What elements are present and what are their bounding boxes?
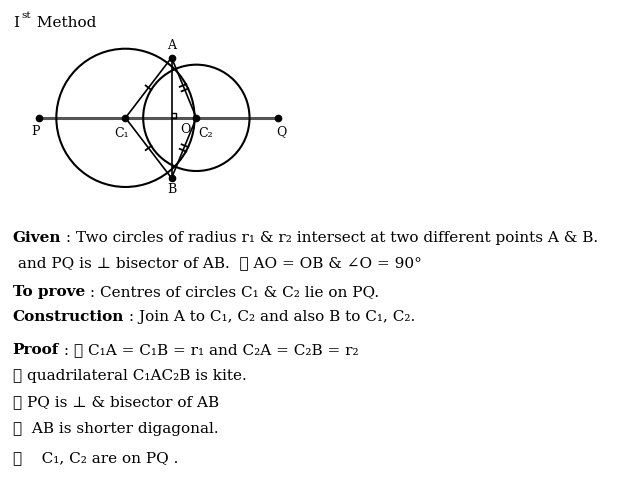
Text: I: I xyxy=(13,16,18,30)
Text: st: st xyxy=(21,11,30,20)
Text: O: O xyxy=(180,123,191,136)
Text: ∴    C₁, C₂ are on PQ .: ∴ C₁, C₂ are on PQ . xyxy=(13,451,178,465)
Text: Method: Method xyxy=(32,16,96,30)
Text: ∴ quadrilateral C₁AC₂B is kite.: ∴ quadrilateral C₁AC₂B is kite. xyxy=(13,369,246,383)
Text: A: A xyxy=(167,39,176,52)
Text: C₁: C₁ xyxy=(115,127,129,140)
Text: : ∷ C₁A = C₁B = r₁ and C₂A = C₂B = r₂: : ∷ C₁A = C₁B = r₁ and C₂A = C₂B = r₂ xyxy=(59,343,359,357)
Text: ∴  AB is shorter digagonal.: ∴ AB is shorter digagonal. xyxy=(13,422,218,436)
Text: C₂: C₂ xyxy=(198,127,213,140)
Text: and PQ is ⊥ bisector of AB.  ∴ AO = OB & ∠O = 90°: and PQ is ⊥ bisector of AB. ∴ AO = OB & … xyxy=(13,256,422,271)
Text: P: P xyxy=(31,125,39,138)
Text: : Two circles of radius r₁ & r₂ intersect at two different points A & B.: : Two circles of radius r₁ & r₂ intersec… xyxy=(61,231,598,245)
Text: Proof: Proof xyxy=(13,343,59,357)
Text: ∷ PQ is ⊥ & bisector of AB: ∷ PQ is ⊥ & bisector of AB xyxy=(13,395,219,409)
Text: : Centres of circles C₁ & C₂ lie on PQ.: : Centres of circles C₁ & C₂ lie on PQ. xyxy=(85,285,379,299)
Text: : Join A to C₁, C₂ and also B to C₁, C₂.: : Join A to C₁, C₂ and also B to C₁, C₂. xyxy=(124,310,415,325)
Text: Construction: Construction xyxy=(13,310,124,325)
Text: Given: Given xyxy=(13,231,61,245)
Text: To prove: To prove xyxy=(13,285,85,299)
Text: B: B xyxy=(167,184,176,196)
Text: Q: Q xyxy=(276,125,287,138)
